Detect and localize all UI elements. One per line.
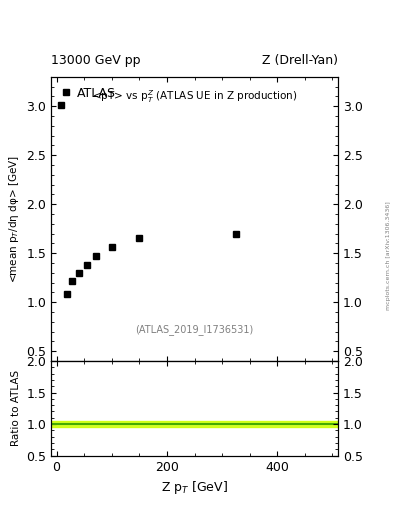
Text: (ATLAS_2019_I1736531): (ATLAS_2019_I1736531) [136, 324, 253, 335]
ATLAS [84, 262, 89, 268]
X-axis label: Z p$_{T}$ [GeV]: Z p$_{T}$ [GeV] [161, 479, 228, 496]
Text: 13000 GeV pp: 13000 GeV pp [51, 54, 141, 67]
ATLAS [137, 236, 142, 242]
ATLAS [59, 102, 63, 109]
Y-axis label: Ratio to ATLAS: Ratio to ATLAS [11, 370, 21, 446]
ATLAS [109, 244, 114, 250]
Text: <pT> vs p$_{T}^{Z}$ (ATLAS UE in Z production): <pT> vs p$_{T}^{Z}$ (ATLAS UE in Z produ… [92, 88, 298, 105]
Text: Z (Drell-Yan): Z (Drell-Yan) [262, 54, 338, 67]
Y-axis label: <mean p$_{T}$/dη dφ> [GeV]: <mean p$_{T}$/dη dφ> [GeV] [7, 155, 21, 283]
Bar [51, 421, 338, 427]
Legend: ATLAS: ATLAS [57, 83, 120, 103]
ATLAS [76, 270, 81, 276]
Text: mcplots.cern.ch [arXiv:1306.3436]: mcplots.cern.ch [arXiv:1306.3436] [386, 202, 391, 310]
ATLAS [70, 278, 74, 284]
Line: ATLAS: ATLAS [57, 102, 239, 298]
ATLAS [94, 253, 99, 259]
ATLAS [233, 230, 238, 237]
ATLAS [64, 291, 69, 297]
